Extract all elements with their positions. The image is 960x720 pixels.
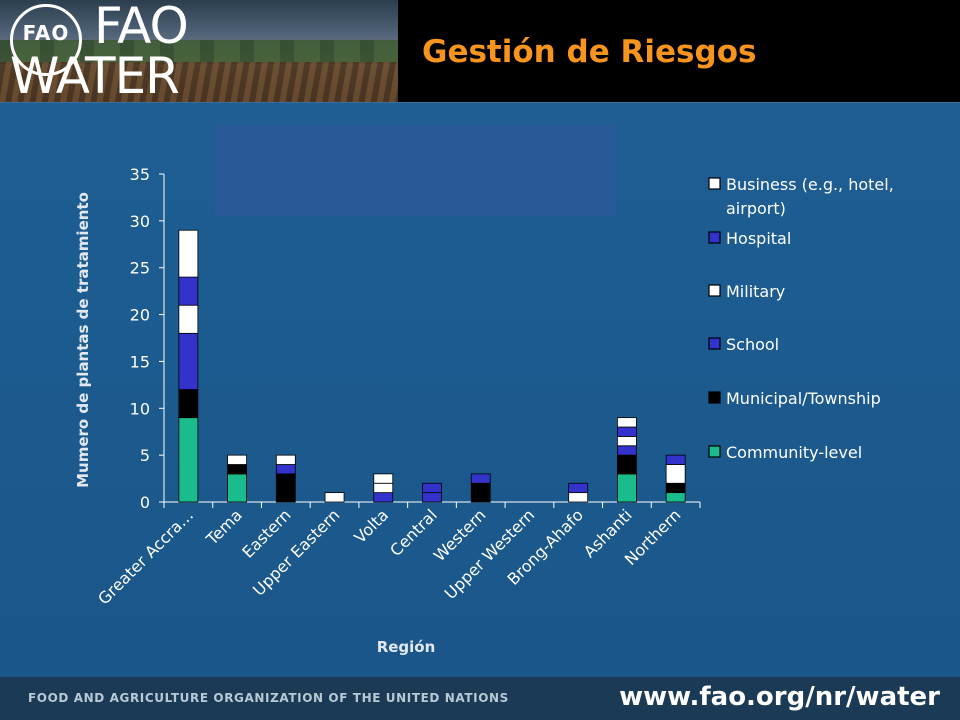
y-tick-label: 35 bbox=[130, 165, 150, 184]
bar-segment-business bbox=[275, 454, 296, 465]
x-tick-label: Tema bbox=[202, 505, 246, 549]
bar-segment-military bbox=[617, 435, 637, 447]
bar-segment-military bbox=[665, 464, 686, 484]
bar-segment-community bbox=[665, 492, 686, 503]
bar-segment-hospital bbox=[617, 426, 637, 437]
bar-segment-community bbox=[617, 473, 637, 503]
bar-segment-municipal bbox=[470, 482, 491, 503]
legend-label-school: School bbox=[726, 335, 779, 354]
bar-segment-school bbox=[275, 464, 296, 475]
fao-water-logo: FAO FAO WATER bbox=[0, 0, 398, 102]
header-divider bbox=[0, 102, 960, 103]
bar-segment-school bbox=[178, 332, 199, 390]
legend-swatch-business bbox=[708, 177, 721, 190]
y-tick-label: 0 bbox=[140, 493, 150, 512]
y-tick-label: 10 bbox=[130, 399, 150, 418]
footer: FOOD AND AGRICULTURE ORGANIZATION OF THE… bbox=[0, 677, 960, 720]
slide-title: Gestión de Riesgos bbox=[422, 34, 757, 70]
y-tick-label: 5 bbox=[140, 446, 150, 465]
chart-legend: Business (e.g., hotel, airport) Hospital Mi… bbox=[708, 175, 894, 462]
bar-segment-school bbox=[470, 473, 491, 484]
logo-water-text: WATER bbox=[10, 47, 180, 102]
emblem-text: FAO bbox=[22, 21, 70, 45]
legend-swatch-municipal bbox=[708, 391, 721, 404]
overlay-rectangle bbox=[215, 125, 615, 216]
legend-label-business: Business (e.g., hotel, bbox=[726, 175, 894, 194]
legend-label-business: airport) bbox=[726, 199, 786, 218]
bar-segment-business bbox=[324, 492, 345, 503]
y-tick-label: 20 bbox=[130, 306, 150, 325]
legend-label-municipal: Municipal/Township bbox=[726, 389, 881, 408]
x-tick-label: Volta bbox=[350, 505, 392, 547]
bar-segment-municipal bbox=[178, 389, 199, 419]
bar-segment-community bbox=[178, 417, 199, 503]
bar-segment-business bbox=[178, 229, 199, 278]
y-tick-label: 30 bbox=[130, 212, 150, 231]
legend-label-hospital: Hospital bbox=[726, 229, 791, 248]
bar-segment-business bbox=[617, 417, 637, 428]
header: FAO FAO WATER Gestión de Riesgos bbox=[0, 0, 960, 102]
bar-segment-school bbox=[422, 492, 442, 503]
legend-swatch-military bbox=[708, 284, 721, 297]
bar-segment-hospital bbox=[178, 276, 199, 306]
y-axis-label-group: Mumero de plantas de tratamiento bbox=[74, 192, 92, 488]
x-tick-label: Upper Eastern bbox=[249, 505, 343, 599]
bar-segment-community bbox=[227, 473, 247, 503]
legend-label-military: Military bbox=[726, 282, 785, 301]
legend-swatch-hospital bbox=[708, 231, 721, 244]
logo-fao-text: FAO bbox=[94, 0, 189, 55]
x-axis-label: Región bbox=[377, 638, 436, 656]
bar-segment-hospital bbox=[665, 454, 686, 465]
footer-org-name: FOOD AND AGRICULTURE ORGANIZATION OF THE… bbox=[28, 691, 509, 705]
bar-segment-school bbox=[373, 492, 394, 503]
bar-segment-hospital bbox=[422, 482, 442, 494]
bar-segment-municipal bbox=[275, 473, 296, 503]
fao-emblem-icon: FAO bbox=[10, 4, 82, 76]
bar-segment-municipal bbox=[227, 464, 247, 475]
bar-segment-municipal bbox=[617, 454, 637, 475]
bar-segment-military bbox=[568, 492, 589, 503]
y-tick-label: 15 bbox=[130, 352, 150, 371]
x-tick-label: Greater Accra… bbox=[94, 505, 197, 608]
legend-swatch-school bbox=[708, 337, 721, 350]
bar-segment-business bbox=[373, 473, 394, 484]
chart-bars bbox=[178, 229, 686, 503]
bar-segment-municipal bbox=[665, 482, 686, 494]
bar-segment-hospital bbox=[568, 482, 589, 494]
legend-label-community: Community-level bbox=[726, 443, 862, 462]
bar-segment-military bbox=[178, 304, 199, 334]
y-tick-label: 25 bbox=[130, 259, 150, 278]
bar-segment-school bbox=[617, 445, 637, 456]
legend-swatch-community bbox=[708, 445, 721, 458]
footer-url-link[interactable]: www.fao.org/nr/water bbox=[619, 682, 940, 712]
bar-segment-military bbox=[373, 482, 394, 494]
bar-segment-business bbox=[227, 454, 247, 465]
chart-axes: 0 5 10 15 20 25 30 35 bbox=[130, 165, 701, 512]
y-axis-label: Mumero de plantas de tratamiento bbox=[74, 192, 92, 488]
